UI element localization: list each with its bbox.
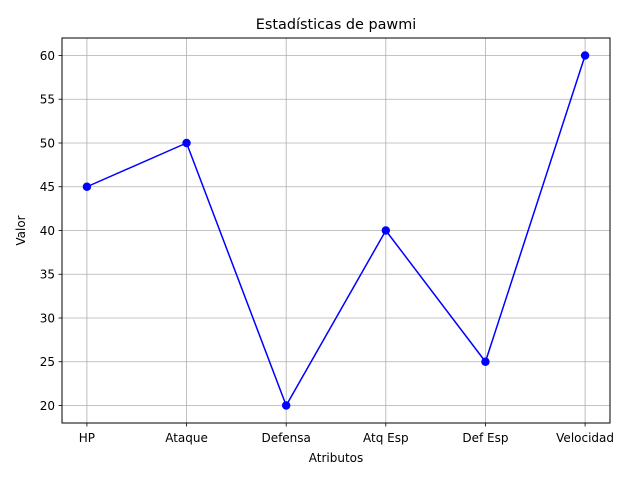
- y-tick-label: 45: [40, 180, 55, 194]
- y-tick-label: 30: [40, 311, 55, 325]
- x-axis-title: Atributos: [309, 451, 364, 465]
- x-tick-label: Atq Esp: [363, 431, 409, 445]
- y-axis-title: Valor: [14, 215, 28, 245]
- x-tick-label: Ataque: [165, 431, 208, 445]
- chart-title: Estadísticas de pawmi: [256, 17, 416, 33]
- grid: [62, 38, 610, 423]
- ticks: HP Ataque Defensa Atq Esp Def Esp Velocidad 20…: [40, 49, 614, 445]
- x-tick-label: HP: [79, 431, 95, 445]
- x-tick-label: Def Esp: [462, 431, 508, 445]
- data-point: [481, 357, 490, 366]
- series-line: [86, 55, 586, 407]
- data-point: [82, 182, 92, 191]
- y-tick-label: 50: [40, 136, 55, 150]
- y-tick-label: 25: [40, 355, 55, 369]
- y-tick-label: 60: [40, 49, 55, 63]
- y-tick-label: 20: [40, 399, 55, 413]
- x-tick-label: Velocidad: [556, 431, 614, 445]
- series-layer: [82, 51, 590, 410]
- y-tick-label: 35: [40, 268, 55, 282]
- x-tick-label: Defensa: [261, 431, 310, 445]
- data-point: [281, 401, 291, 410]
- data-point: [381, 226, 391, 235]
- data-point: [182, 138, 191, 148]
- y-tick-label: 40: [40, 224, 55, 238]
- y-tick-label: 55: [40, 93, 55, 107]
- data-point: [580, 51, 590, 60]
